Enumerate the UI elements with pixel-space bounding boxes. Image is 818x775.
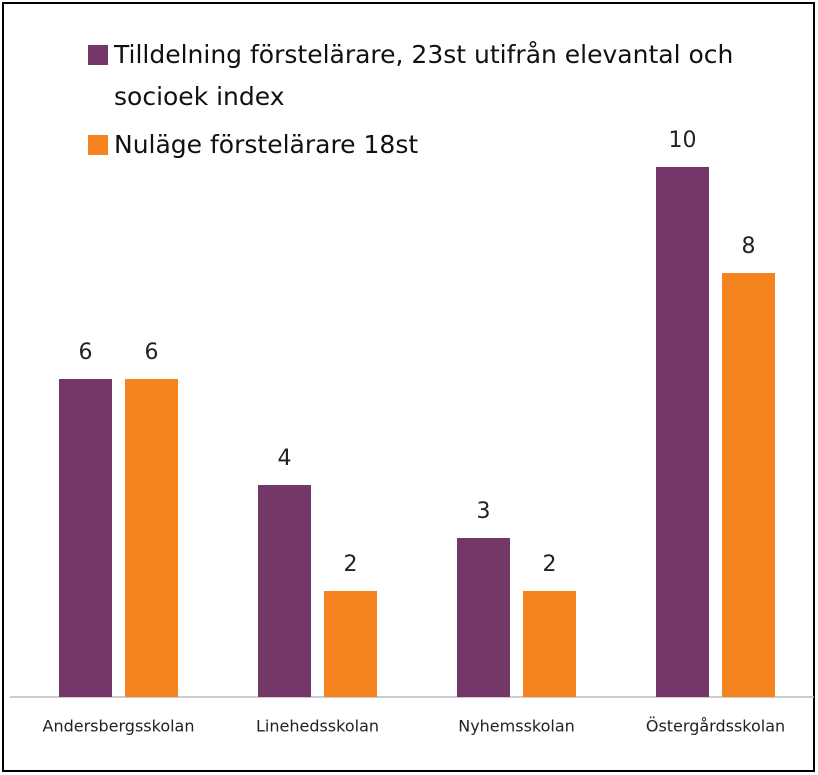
data-label: 8 [742,234,756,259]
data-label: 10 [669,128,697,153]
legend-item: Nuläge förstelärare 18st [88,124,778,166]
data-label: 2 [543,552,557,577]
legend-swatch [88,135,108,155]
bar [324,591,377,697]
bar [258,485,311,697]
bar [457,538,510,697]
data-label: 6 [145,340,159,365]
x-tick-label: Linehedsskolan [256,717,379,736]
bar [656,167,709,697]
data-label: 4 [278,446,292,471]
legend-label: Nuläge förstelärare 18st [114,130,419,159]
x-tick-label: Nyhemsskolan [458,717,575,736]
data-label: 6 [79,340,93,365]
data-label: 2 [344,552,358,577]
x-tick-label: Östergårdsskolan [646,717,785,736]
data-label: 3 [477,499,491,524]
legend-item: Tilldelning förstelärare, 23st utifrån e… [88,34,778,118]
legend-swatch [88,45,108,65]
bar [125,379,178,697]
legend-label: Tilldelning förstelärare, 23st utifrån e… [114,40,734,111]
x-tick-label: Andersbergsskolan [43,717,195,736]
bar [722,273,775,697]
bar [523,591,576,697]
legend: Tilldelning förstelärare, 23st utifrån e… [88,34,778,172]
bar [59,379,112,697]
